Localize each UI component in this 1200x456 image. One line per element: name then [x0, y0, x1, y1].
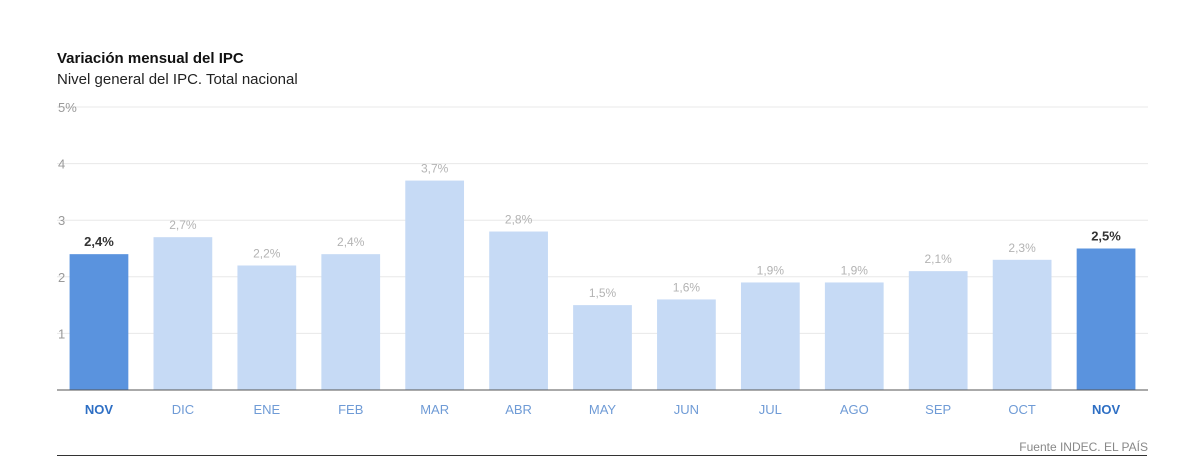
- bar: [153, 237, 213, 390]
- bar: [992, 259, 1052, 390]
- bar-value-label: 1,5%: [589, 286, 617, 300]
- x-tick-label: MAR: [420, 402, 449, 417]
- bar-value-label: 1,9%: [757, 263, 785, 277]
- x-tick-label: OCT: [1008, 402, 1036, 417]
- x-tick-label: SEP: [925, 402, 951, 417]
- bar: [1076, 248, 1136, 390]
- bar: [824, 282, 884, 390]
- x-tick-label: DIC: [172, 402, 194, 417]
- x-tick-label: ENE: [253, 402, 280, 417]
- bar-value-label: 1,6%: [673, 280, 701, 294]
- x-tick-label: JUL: [759, 402, 782, 417]
- x-tick-label: ABR: [505, 402, 532, 417]
- bar-value-label: 1,9%: [841, 263, 869, 277]
- y-tick-label: 4: [58, 157, 65, 172]
- bar: [573, 305, 632, 390]
- bar: [405, 180, 465, 390]
- chart-title: Variación mensual del IPC: [57, 50, 244, 67]
- bar-value-label: 2,7%: [169, 218, 197, 232]
- bar-value-label: 2,2%: [253, 246, 281, 260]
- bar-value-label: 2,5%: [1091, 229, 1121, 244]
- bar-value-label: 2,4%: [84, 234, 114, 249]
- bar: [237, 265, 297, 390]
- bar-value-label: 2,8%: [505, 213, 533, 227]
- x-tick-label: MAY: [589, 402, 617, 417]
- bar: [908, 271, 968, 390]
- x-tick-label: NOV: [1092, 402, 1121, 417]
- y-tick-label: 1: [58, 326, 65, 341]
- bar-chart: 1 2 3 4 5% 2,4% NOV 2,7% DIC 2,2% ENE 2,4% FEB 3,7% MA…: [57, 100, 1148, 417]
- bar: [69, 254, 129, 390]
- y-tick-label: 3: [58, 213, 65, 228]
- bar: [321, 254, 381, 390]
- source-note: Fuente INDEC. EL PAÍS: [1019, 440, 1148, 454]
- bar-value-label: 2,3%: [1008, 241, 1036, 255]
- bar-value-label: 3,7%: [421, 162, 449, 176]
- x-tick-label: AGO: [840, 402, 869, 417]
- x-tick-label: JUN: [674, 402, 699, 417]
- chart-subtitle: Nivel general del IPC. Total nacional: [57, 71, 298, 88]
- y-tick-label: 2: [58, 270, 65, 285]
- bar: [657, 299, 716, 390]
- x-tick-label: NOV: [85, 402, 114, 417]
- bar-value-label: 2,4%: [337, 235, 365, 249]
- bar: [740, 282, 800, 390]
- y-tick-label: 5%: [58, 100, 77, 115]
- x-tick-label: FEB: [338, 402, 363, 417]
- bar-value-label: 2,1%: [925, 252, 953, 266]
- bar: [489, 231, 548, 390]
